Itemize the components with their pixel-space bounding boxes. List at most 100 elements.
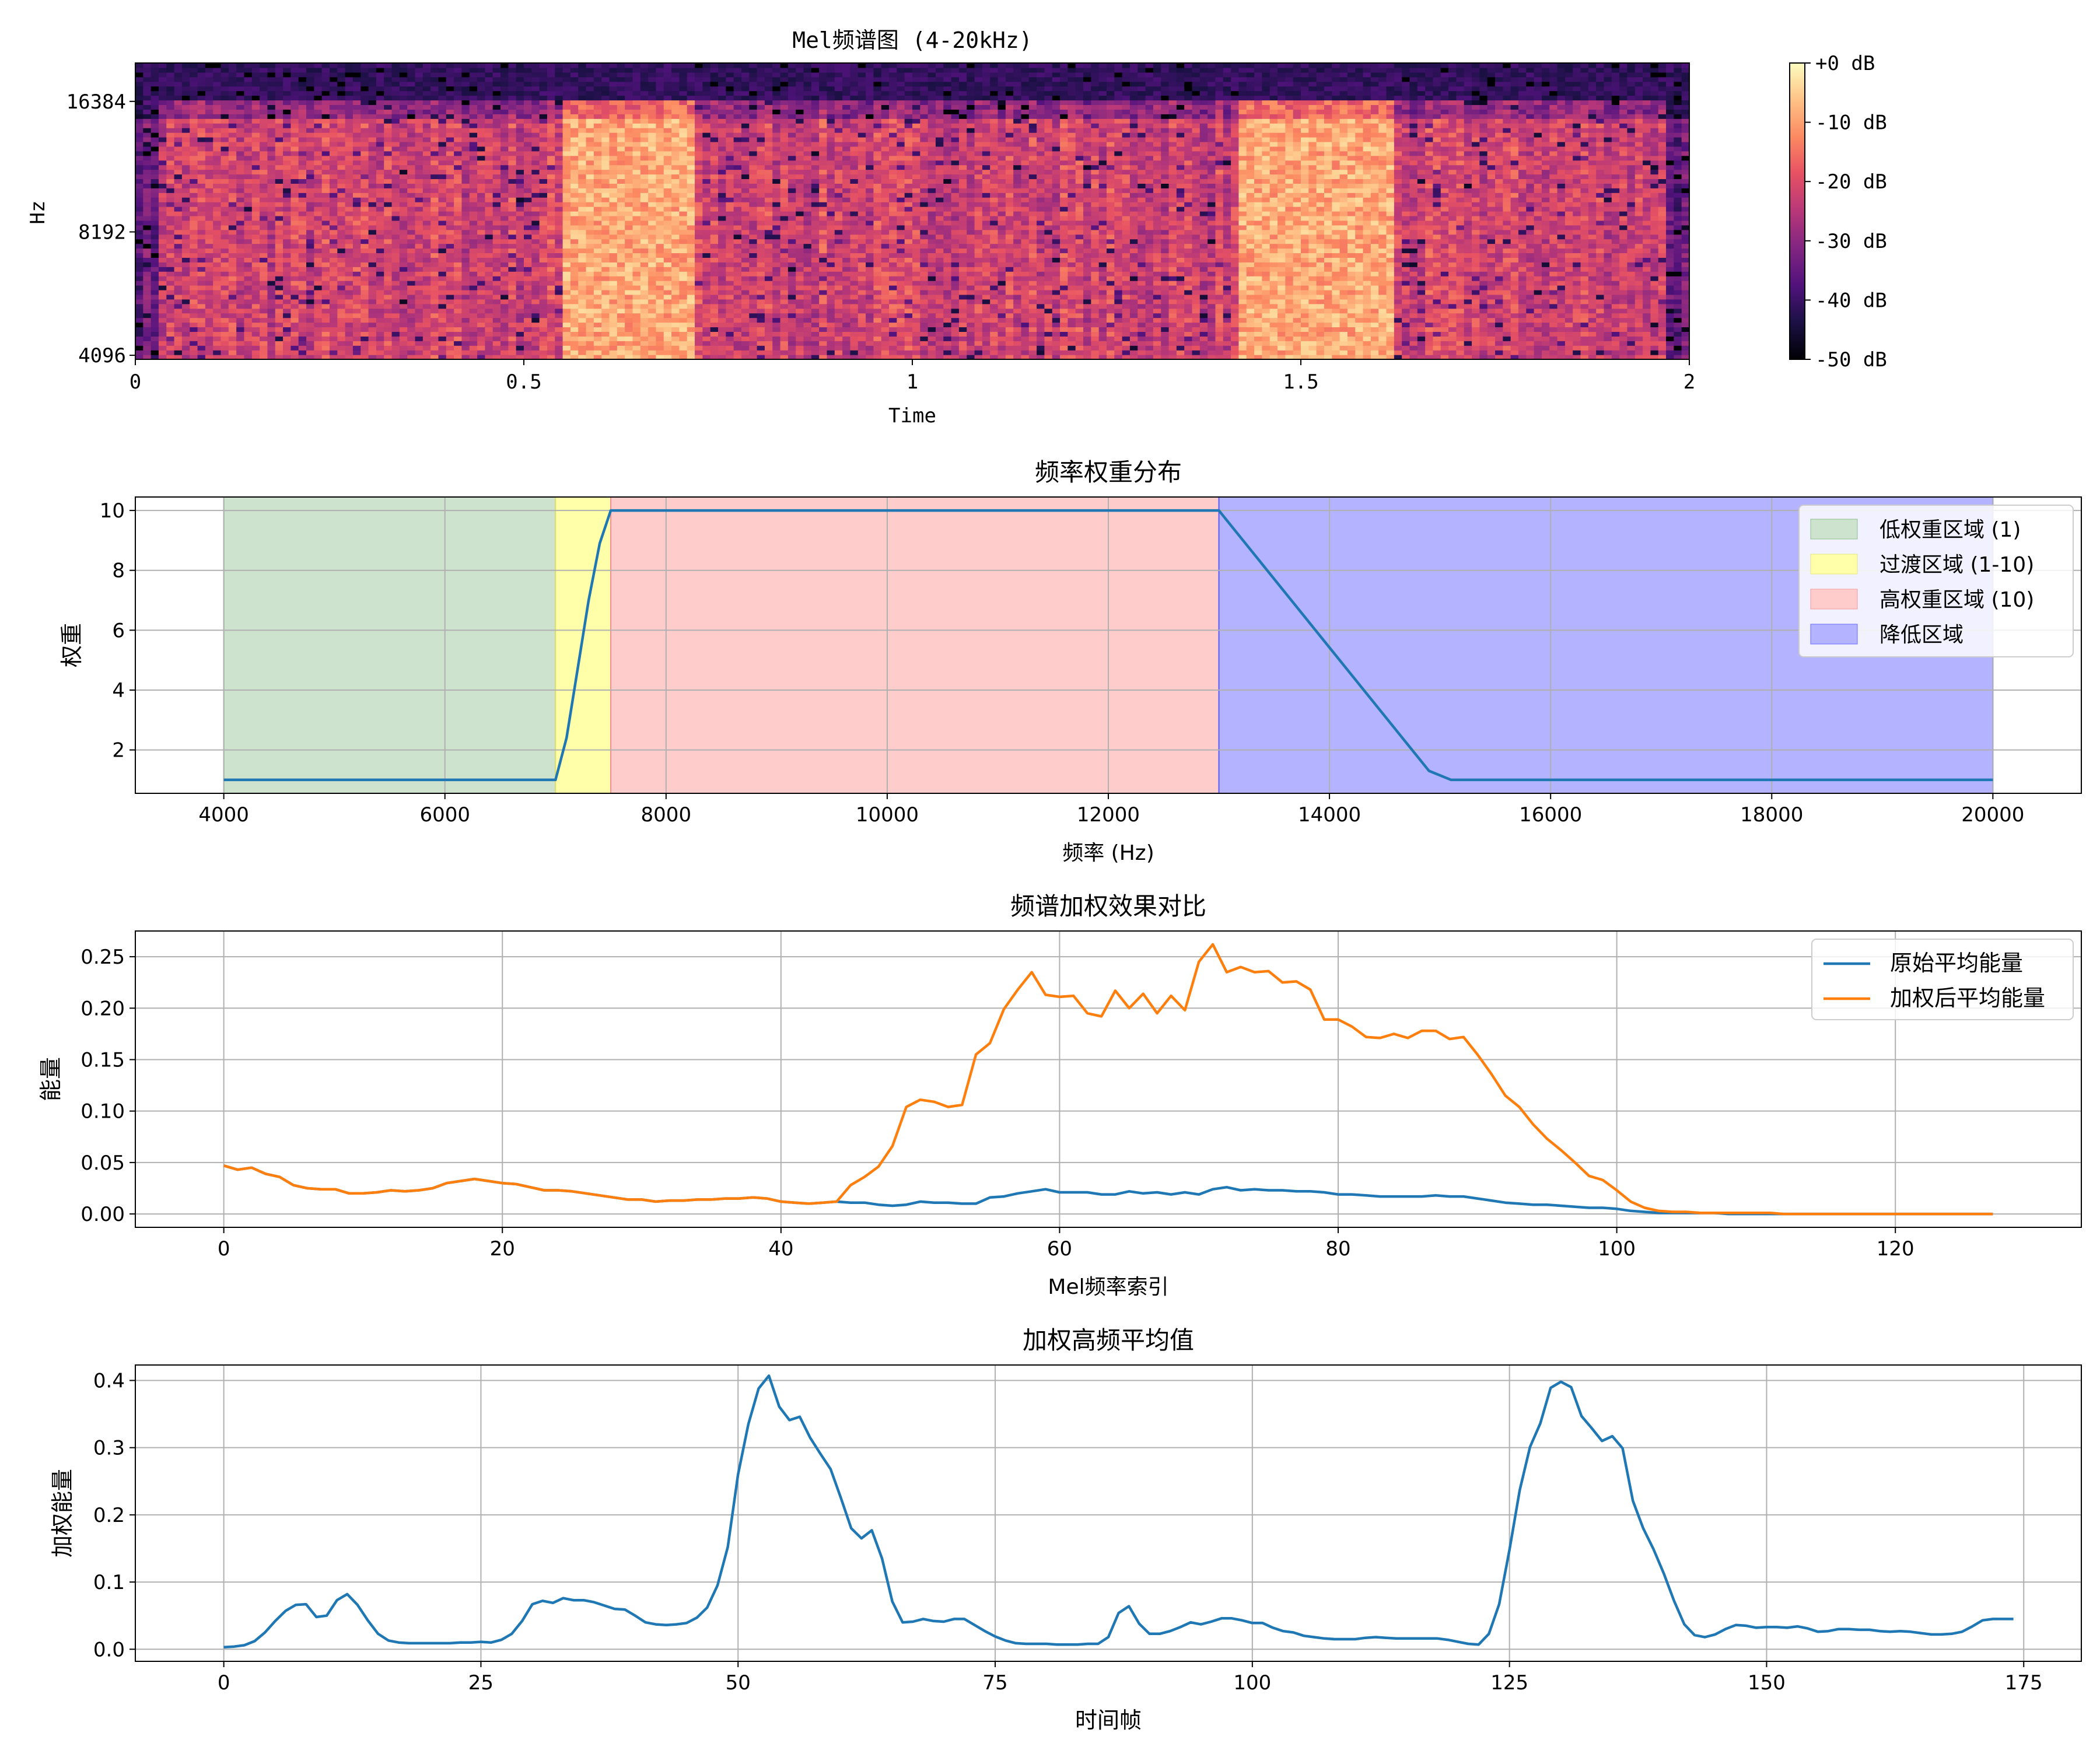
spectrogram-cell bbox=[609, 128, 618, 133]
spectrogram-cell bbox=[671, 206, 680, 212]
spectrogram-cell bbox=[492, 257, 501, 262]
spectrogram-cell bbox=[220, 294, 229, 300]
spectrogram-cell bbox=[555, 132, 564, 138]
spectrogram-cell bbox=[352, 322, 361, 328]
spectrogram-cell bbox=[656, 100, 664, 106]
spectrogram-cell bbox=[330, 229, 338, 235]
spectrogram-cell bbox=[368, 285, 377, 290]
spectrogram-cell bbox=[228, 220, 237, 226]
spectrogram-cell bbox=[306, 164, 314, 170]
spectrogram-cell bbox=[384, 192, 393, 198]
spectrogram-cell bbox=[461, 215, 470, 221]
spectrogram-cell bbox=[197, 281, 206, 286]
spectrogram-cell bbox=[290, 104, 299, 110]
spectrogram-cell bbox=[135, 146, 144, 152]
spectrogram-cell bbox=[345, 76, 354, 82]
spectrogram-cell bbox=[135, 63, 144, 68]
spectrogram-cell bbox=[135, 285, 144, 290]
spectrogram-cell bbox=[181, 211, 190, 216]
spectrogram-cell bbox=[492, 253, 501, 258]
spectrogram-cell bbox=[376, 118, 384, 124]
spectrogram-cell bbox=[555, 262, 564, 267]
spectrogram-cell bbox=[306, 146, 314, 152]
spectrogram-cell bbox=[251, 322, 260, 328]
spectrogram-cell bbox=[213, 100, 222, 106]
spectrogram-cell bbox=[158, 178, 167, 184]
spectrogram-cell bbox=[601, 183, 610, 188]
spectrogram-cell bbox=[578, 257, 587, 262]
spectrogram-cell bbox=[485, 72, 494, 78]
spectrogram-cell bbox=[726, 178, 734, 184]
spectrogram-cell bbox=[733, 313, 742, 318]
spectrogram-cell bbox=[384, 229, 393, 235]
spectrogram-cell bbox=[174, 86, 183, 92]
spectrogram-cell bbox=[220, 76, 229, 82]
spectrogram-cell bbox=[726, 183, 734, 188]
spectrogram-cell bbox=[648, 128, 657, 133]
spectrogram-cell bbox=[578, 253, 587, 258]
spectrogram-cell bbox=[360, 267, 369, 272]
spectrogram-cell bbox=[593, 239, 602, 244]
spectrogram-cell bbox=[469, 331, 478, 337]
spectrogram-cell bbox=[283, 155, 291, 161]
spectrogram-cell bbox=[197, 137, 206, 142]
spectrogram-cell bbox=[306, 248, 314, 254]
spectrogram-cell bbox=[236, 174, 245, 180]
spectrogram-cell bbox=[718, 164, 726, 170]
spectrogram-cell bbox=[461, 327, 470, 332]
spectrogram-cell bbox=[181, 86, 190, 92]
spectrogram-cell bbox=[562, 178, 571, 184]
spectrogram-cell bbox=[290, 327, 299, 332]
spectrogram-cell bbox=[632, 253, 641, 258]
spectrogram-cell bbox=[516, 322, 524, 328]
spectrogram-cell bbox=[492, 350, 501, 355]
spectrogram-cell bbox=[360, 229, 369, 235]
spectrogram-cell bbox=[524, 86, 532, 92]
spectrogram-cell bbox=[174, 155, 183, 161]
spectrogram-cell bbox=[190, 197, 198, 202]
spectrogram-cell bbox=[197, 355, 206, 359]
spectrogram-cell bbox=[477, 215, 485, 221]
spectrogram-cell bbox=[399, 225, 408, 230]
spectrogram-cell bbox=[492, 276, 501, 281]
spectrogram-cell bbox=[267, 267, 276, 272]
spectrogram-cell bbox=[244, 95, 253, 101]
spectrogram-cell bbox=[702, 109, 711, 114]
spectrogram-cell bbox=[213, 109, 222, 114]
spectrogram-cell bbox=[213, 155, 222, 161]
spectrogram-cell bbox=[547, 146, 555, 152]
spectrogram-cell bbox=[415, 313, 424, 318]
spectrogram-cell bbox=[298, 239, 307, 244]
spectrogram-cell bbox=[376, 225, 384, 230]
spectrogram-cell bbox=[407, 294, 416, 300]
spectrogram-cell bbox=[430, 174, 439, 180]
spectrogram-cell bbox=[501, 262, 509, 267]
spectrogram-cell bbox=[632, 146, 641, 152]
spectrogram-cell bbox=[531, 197, 540, 202]
spectrogram-cell bbox=[314, 239, 323, 244]
spectrogram-cell bbox=[399, 192, 408, 198]
spectrogram-cell bbox=[578, 109, 587, 114]
spectrogram-cell bbox=[702, 63, 711, 68]
spectrogram-cell bbox=[330, 128, 338, 133]
spectrogram-cell bbox=[290, 164, 299, 170]
spectrogram-cell bbox=[601, 155, 610, 161]
spectrogram-cell bbox=[135, 355, 144, 359]
spectrogram-cell bbox=[181, 239, 190, 244]
spectrogram-cell bbox=[314, 86, 323, 92]
spectrogram-cell bbox=[407, 178, 416, 184]
spectrogram-cell bbox=[298, 355, 307, 359]
spectrogram-cell bbox=[174, 285, 183, 290]
spectrogram-cell bbox=[337, 164, 346, 170]
spectrogram-cell bbox=[135, 225, 144, 230]
spectrogram-cell bbox=[671, 308, 680, 314]
spectrogram-cell bbox=[135, 202, 144, 207]
spectrogram-cell bbox=[446, 86, 454, 92]
spectrogram-cell bbox=[531, 322, 540, 328]
spectrogram-cell bbox=[718, 174, 726, 180]
spectrogram-cell bbox=[267, 317, 276, 323]
spectrogram-cell bbox=[733, 202, 742, 207]
spectrogram-cell bbox=[469, 220, 478, 226]
spectrogram-cell bbox=[360, 169, 369, 175]
spectrogram-cell bbox=[539, 197, 548, 202]
